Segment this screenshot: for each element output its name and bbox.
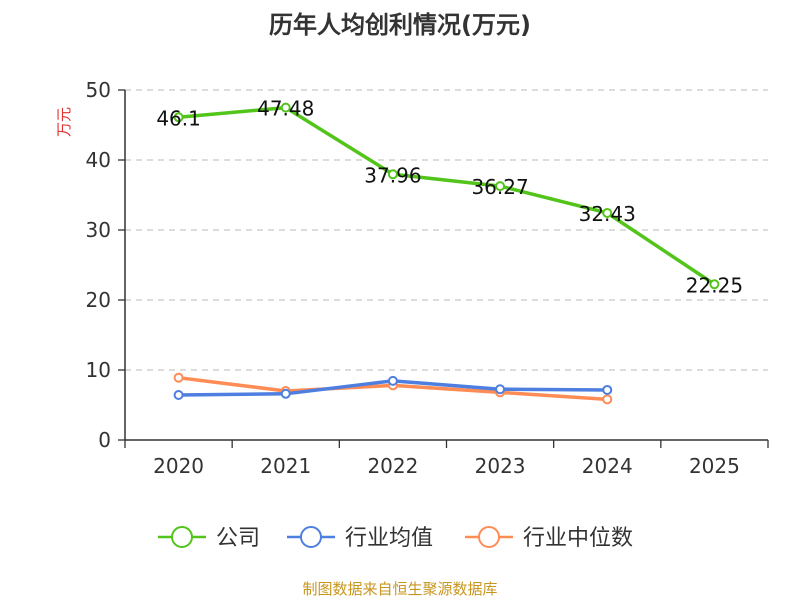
data-point [602,394,613,405]
data-label: 46.1 [156,106,201,130]
x-tick-label: 2020 [153,454,204,478]
legend-label: 公司 [216,526,260,551]
data-label: 47.48 [257,97,314,121]
y-tick-label: 50 [86,78,111,102]
legend-marker-icon [478,526,500,548]
data-point [280,388,291,399]
x-tick-label: 2023 [475,454,526,478]
x-tick-label: 2022 [367,454,418,478]
legend-marker-icon [300,526,322,548]
y-tick-label: 20 [86,288,111,312]
data-label: 32.43 [579,202,636,226]
chart-title: 历年人均创利情况(万元) [269,11,531,39]
x-tick-label: 2025 [689,454,740,478]
x-tick-label: 2024 [582,454,633,478]
legend-label: 行业均值 [345,526,433,551]
data-point [495,384,506,395]
data-label: 36.27 [471,175,528,199]
y-tick-label: 40 [86,148,111,172]
data-point [173,389,184,400]
data-point [173,372,184,383]
data-point [709,279,720,290]
y-axis-label: 万元 [55,107,73,137]
footer-source: 制图数据来自恒生聚源数据库 [302,580,497,598]
data-point [387,375,398,386]
data-label: 37.96 [364,163,421,187]
data-point [602,384,613,395]
legend-label: 行业中位数 [523,526,633,551]
y-tick-label: 0 [98,428,111,452]
data-label: 22.25 [686,273,743,297]
y-tick-label: 30 [86,218,111,242]
y-tick-label: 10 [86,358,111,382]
data-point [387,169,398,180]
data-point [495,181,506,192]
data-point [602,207,613,218]
legend-marker-icon [171,526,193,548]
data-point [173,112,184,123]
series-line [178,105,716,286]
data-point [280,102,291,113]
x-tick-label: 2021 [260,454,311,478]
